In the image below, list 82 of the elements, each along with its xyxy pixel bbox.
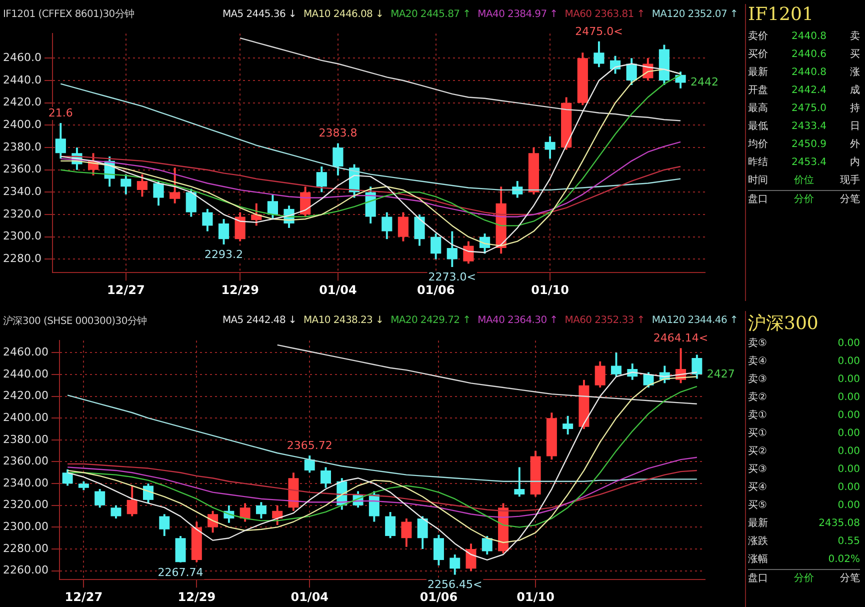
y-tick-label: 2280.0 bbox=[2, 252, 42, 266]
text: MA5 2445.36 ↓ bbox=[222, 8, 296, 20]
y-tick-label: 2260.00 bbox=[2, 563, 48, 576]
text: MA10 2438.23 ↓ bbox=[303, 315, 384, 326]
text: 涨跌 0.55 bbox=[748, 536, 860, 546]
x-tick-label: 01/06 bbox=[416, 282, 455, 297]
text: MA120 2352.07 ↑ bbox=[652, 8, 738, 20]
x-tick-label: 12/29 bbox=[178, 589, 216, 604]
text: 盘口 分价 分笔 bbox=[748, 572, 860, 584]
text: 卖价 2440.8 卖 bbox=[748, 31, 860, 42]
y-tick-label: 2340.0 bbox=[2, 185, 42, 198]
x-tick-label: 12/27 bbox=[107, 282, 145, 297]
text: 最新 2440.8 涨 bbox=[748, 67, 860, 78]
y-tick-label: 2340.00 bbox=[2, 476, 48, 489]
y-tick-label: 2400.00 bbox=[2, 410, 48, 424]
y-tick-label: 2420.0 bbox=[2, 96, 42, 109]
text: MA20 2445.87 ↑ bbox=[390, 8, 471, 20]
text: MA120 2344.46 ↑ bbox=[652, 315, 738, 326]
x-tick-label: 01/10 bbox=[516, 589, 554, 604]
text: IF1201 bbox=[748, 4, 814, 27]
annotation: 2475.0< bbox=[575, 24, 623, 38]
y-tick-label: 2460.00 bbox=[2, 344, 48, 358]
y-tick-label: 2380.00 bbox=[2, 432, 48, 446]
y-tick-label: 2300.00 bbox=[2, 520, 48, 533]
text: 涨幅 0.02% bbox=[748, 554, 860, 564]
chart-title: 沪深300 (SHSE 000300)30分钟 bbox=[3, 314, 147, 328]
text: MA40 2384.97 ↑ bbox=[478, 8, 558, 20]
y-tick-label: 2440.00 bbox=[2, 366, 48, 380]
y-tick-label: 2440.0 bbox=[2, 73, 42, 86]
x-tick-label: 01/04 bbox=[290, 589, 329, 604]
text: MA60 2363.81 ↑ bbox=[564, 8, 645, 20]
text: 卖① 0.00 bbox=[748, 410, 860, 420]
text: 开盘 2442.4 成 bbox=[748, 85, 860, 96]
annotation: 2442 bbox=[690, 76, 719, 89]
annotation: 2293.2 bbox=[204, 248, 244, 261]
text: MA20 2429.72 ↑ bbox=[390, 315, 471, 326]
x-tick-label: 12/27 bbox=[64, 589, 103, 604]
y-tick-label: 2460.0 bbox=[2, 51, 42, 64]
chart-title: IF1201 (CFFEX 8601)30分钟 bbox=[3, 8, 134, 21]
text: MA40 2364.30 ↑ bbox=[478, 315, 558, 326]
annotation: 2273.0< bbox=[428, 270, 476, 284]
text: 卖④ 0.00 bbox=[748, 356, 860, 366]
text: 最高 2475.0 持 bbox=[748, 103, 860, 114]
x-tick-label: 12/29 bbox=[221, 282, 259, 297]
text: 买价 2440.6 买 bbox=[748, 49, 860, 60]
x-tick-label: 01/04 bbox=[319, 282, 357, 297]
y-tick-label: 2320.0 bbox=[2, 207, 42, 220]
y-tick-label: 2360.00 bbox=[2, 454, 48, 468]
text: MA10 2446.08 ↓ bbox=[303, 8, 384, 20]
text: 时间 价位 现手 bbox=[748, 175, 860, 186]
text: 买④ 0.00 bbox=[748, 482, 860, 492]
annotation: 21.6 bbox=[48, 106, 73, 120]
text: 昨结 2453.4 内 bbox=[748, 157, 860, 168]
x-tick-label: 01/10 bbox=[531, 282, 569, 297]
annotation: 2256.45< bbox=[428, 578, 482, 591]
annotation: 2464.14< bbox=[653, 330, 708, 344]
text: 买⑤ 0.00 bbox=[748, 500, 860, 510]
x-tick-label: 01/06 bbox=[420, 589, 458, 604]
text: MA5 2442.48 ↓ bbox=[222, 315, 296, 326]
text: 卖② 0.00 bbox=[748, 392, 860, 402]
text: 卖③ 0.00 bbox=[748, 374, 860, 384]
y-tick-label: 2360.0 bbox=[2, 162, 42, 176]
text: 最新 2435.08 bbox=[748, 518, 860, 528]
text: 买② 0.00 bbox=[748, 446, 860, 456]
y-tick-label: 2380.0 bbox=[2, 140, 42, 154]
text: 沪深300 bbox=[748, 312, 820, 334]
y-tick-label: 2300.0 bbox=[2, 230, 42, 243]
annotation: 2267.74 bbox=[158, 565, 204, 578]
text: 均价 2450.9 外 bbox=[748, 139, 860, 150]
text: MA60 2352.33 ↑ bbox=[564, 315, 645, 326]
y-tick-label: 2280.00 bbox=[2, 541, 48, 554]
text: 卖⑤ 0.00 bbox=[748, 338, 860, 348]
annotation: 2383.8 bbox=[318, 126, 358, 140]
y-tick-label: 2400.0 bbox=[2, 118, 42, 132]
text: 最低 2433.4 日 bbox=[748, 121, 860, 132]
text: 买③ 0.00 bbox=[748, 464, 860, 474]
text: 2427 bbox=[706, 366, 735, 380]
y-tick-label: 2420.00 bbox=[2, 388, 48, 402]
text: 买① 0.00 bbox=[748, 428, 860, 438]
text: 盘口 分价 分笔 bbox=[748, 194, 860, 205]
y-tick-label: 2320.00 bbox=[2, 498, 48, 511]
annotation: 2365.72 bbox=[286, 438, 332, 452]
